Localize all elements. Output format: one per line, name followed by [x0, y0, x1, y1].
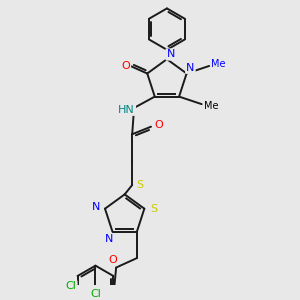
Text: N: N	[105, 234, 113, 244]
Text: N: N	[186, 63, 194, 73]
Text: HN: HN	[118, 105, 135, 115]
Text: Me: Me	[211, 59, 226, 69]
Text: Cl: Cl	[90, 289, 101, 299]
Text: Me: Me	[204, 101, 218, 111]
Text: O: O	[154, 120, 163, 130]
Text: S: S	[136, 180, 143, 190]
Text: O: O	[108, 255, 117, 265]
Text: O: O	[121, 61, 130, 71]
Text: Cl: Cl	[66, 281, 76, 291]
Text: S: S	[150, 204, 157, 214]
Text: N: N	[92, 202, 100, 212]
Text: N: N	[167, 50, 175, 59]
